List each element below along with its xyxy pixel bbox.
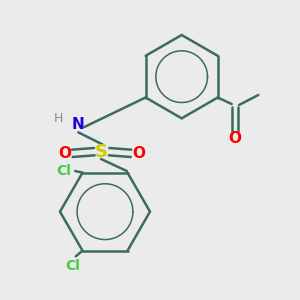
- Text: Cl: Cl: [57, 164, 72, 178]
- Text: O: O: [229, 131, 242, 146]
- Text: S: S: [95, 143, 108, 161]
- Text: O: O: [58, 146, 71, 161]
- Text: H: H: [54, 112, 63, 125]
- Text: O: O: [132, 146, 145, 161]
- Text: Cl: Cl: [65, 259, 80, 273]
- Text: N: N: [72, 118, 85, 133]
